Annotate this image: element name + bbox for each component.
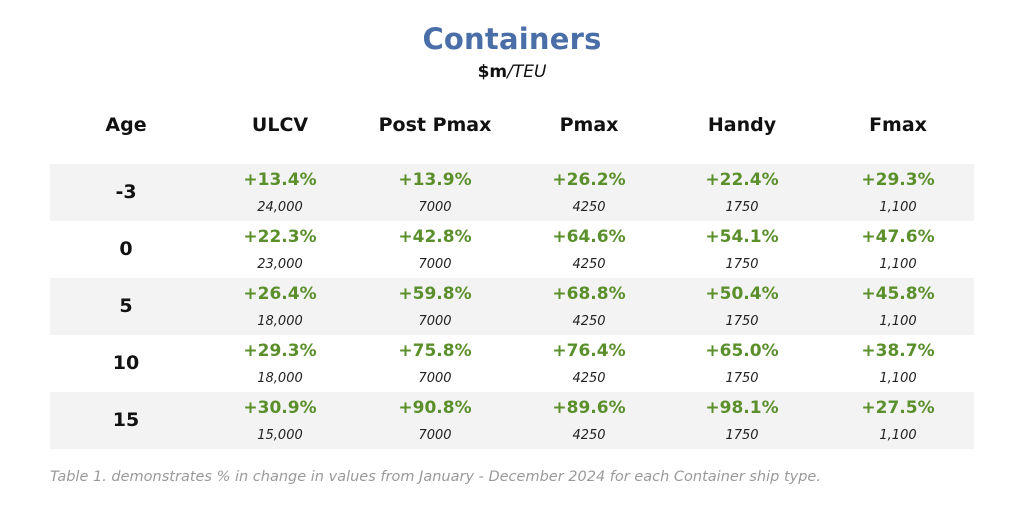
capacity-pmax: 4250 [572,371,606,386]
capacity-pmax: 4250 [572,314,606,329]
table-caption: Table 1. demonstrates % in change in val… [50,469,821,485]
capacity-ulcv: 15,000 [257,428,303,443]
capacity-ulcv: 24,000 [257,200,303,215]
capacity-fmax: 1,100 [879,428,917,443]
capacity-ulcv: 23,000 [257,257,303,272]
pct-change-ulcv: +30.9% [243,398,317,418]
capacity-handy: 1750 [725,200,759,215]
pct-change-ulcv: +13.4% [243,170,317,190]
data-table: -3 +13.4% 24,000 +13.9% 7000 +26.2% 4250 +22.4%… [50,164,974,449]
unit-subtitle: $m/TEU [0,62,1024,82]
pct-change-fmax: +45.8% [861,284,935,304]
column-header-fmax: Fmax [869,114,927,136]
pct-change-post-pmax: +42.8% [398,227,472,247]
capacity-handy: 1750 [725,371,759,386]
capacity-fmax: 1,100 [879,257,917,272]
pct-change-post-pmax: +75.8% [398,341,472,361]
capacity-ulcv: 18,000 [257,371,303,386]
table-row: 15 +30.9% 15,000 +90.8% 7000 +89.6% 4250 +98.1%… [50,392,974,449]
pct-change-pmax: +76.4% [552,341,626,361]
capacity-fmax: 1,100 [879,371,917,386]
age-cell: 0 [119,238,133,260]
capacity-pmax: 4250 [572,257,606,272]
column-header-handy: Handy [707,114,777,136]
capacity-post-pmax: 7000 [418,428,452,443]
pct-change-pmax: +89.6% [552,398,626,418]
capacity-fmax: 1,100 [879,200,917,215]
pct-change-ulcv: +26.4% [243,284,317,304]
capacity-ulcv: 18,000 [257,314,303,329]
unit-currency: $m [477,62,508,82]
capacity-handy: 1750 [725,428,759,443]
pct-change-ulcv: +29.3% [243,341,317,361]
pct-change-pmax: +64.6% [552,227,626,247]
capacity-handy: 1750 [725,314,759,329]
pct-change-handy: +65.0% [705,341,779,361]
pct-change-handy: +54.1% [705,227,779,247]
age-cell: 5 [119,295,133,317]
pct-change-pmax: +68.8% [552,284,626,304]
pct-change-fmax: +29.3% [861,170,935,190]
pct-change-post-pmax: +90.8% [398,398,472,418]
capacity-post-pmax: 7000 [418,200,452,215]
table-header: Age ULCV Post Pmax Pmax Handy Fmax [50,110,974,140]
column-header-ulcv: ULCV [251,114,309,136]
table-row: 10 +29.3% 18,000 +75.8% 7000 +76.4% 4250 +65.0%… [50,335,974,392]
page-title: Containers [422,22,602,56]
capacity-post-pmax: 7000 [418,371,452,386]
pct-change-ulcv: +22.3% [243,227,317,247]
pct-change-handy: +22.4% [705,170,779,190]
pct-change-handy: +50.4% [705,284,779,304]
capacity-post-pmax: 7000 [418,314,452,329]
pct-change-post-pmax: +13.9% [398,170,472,190]
column-header-pmax: Pmax [559,114,619,136]
age-cell: 10 [112,352,140,374]
age-cell: -3 [115,181,137,203]
pct-change-pmax: +26.2% [552,170,626,190]
table-row: 5 +26.4% 18,000 +59.8% 7000 +68.8% 4250 +50.4% 1… [50,278,974,335]
column-header-age: Age [105,114,147,136]
capacity-fmax: 1,100 [879,314,917,329]
capacity-pmax: 4250 [572,428,606,443]
pct-change-fmax: +47.6% [861,227,935,247]
pct-change-fmax: +38.7% [861,341,935,361]
unit-per: /TEU [507,62,547,82]
capacity-pmax: 4250 [572,200,606,215]
capacity-post-pmax: 7000 [418,257,452,272]
pct-change-handy: +98.1% [705,398,779,418]
capacity-handy: 1750 [725,257,759,272]
pct-change-fmax: +27.5% [861,398,935,418]
pct-change-post-pmax: +59.8% [398,284,472,304]
column-header-post-pmax: Post Pmax [378,114,492,136]
age-cell: 15 [112,409,140,431]
table-row: -3 +13.4% 24,000 +13.9% 7000 +26.2% 4250 +22.4%… [50,164,974,221]
table-row: 0 +22.3% 23,000 +42.8% 7000 +64.6% 4250 +54.1% 1… [50,221,974,278]
